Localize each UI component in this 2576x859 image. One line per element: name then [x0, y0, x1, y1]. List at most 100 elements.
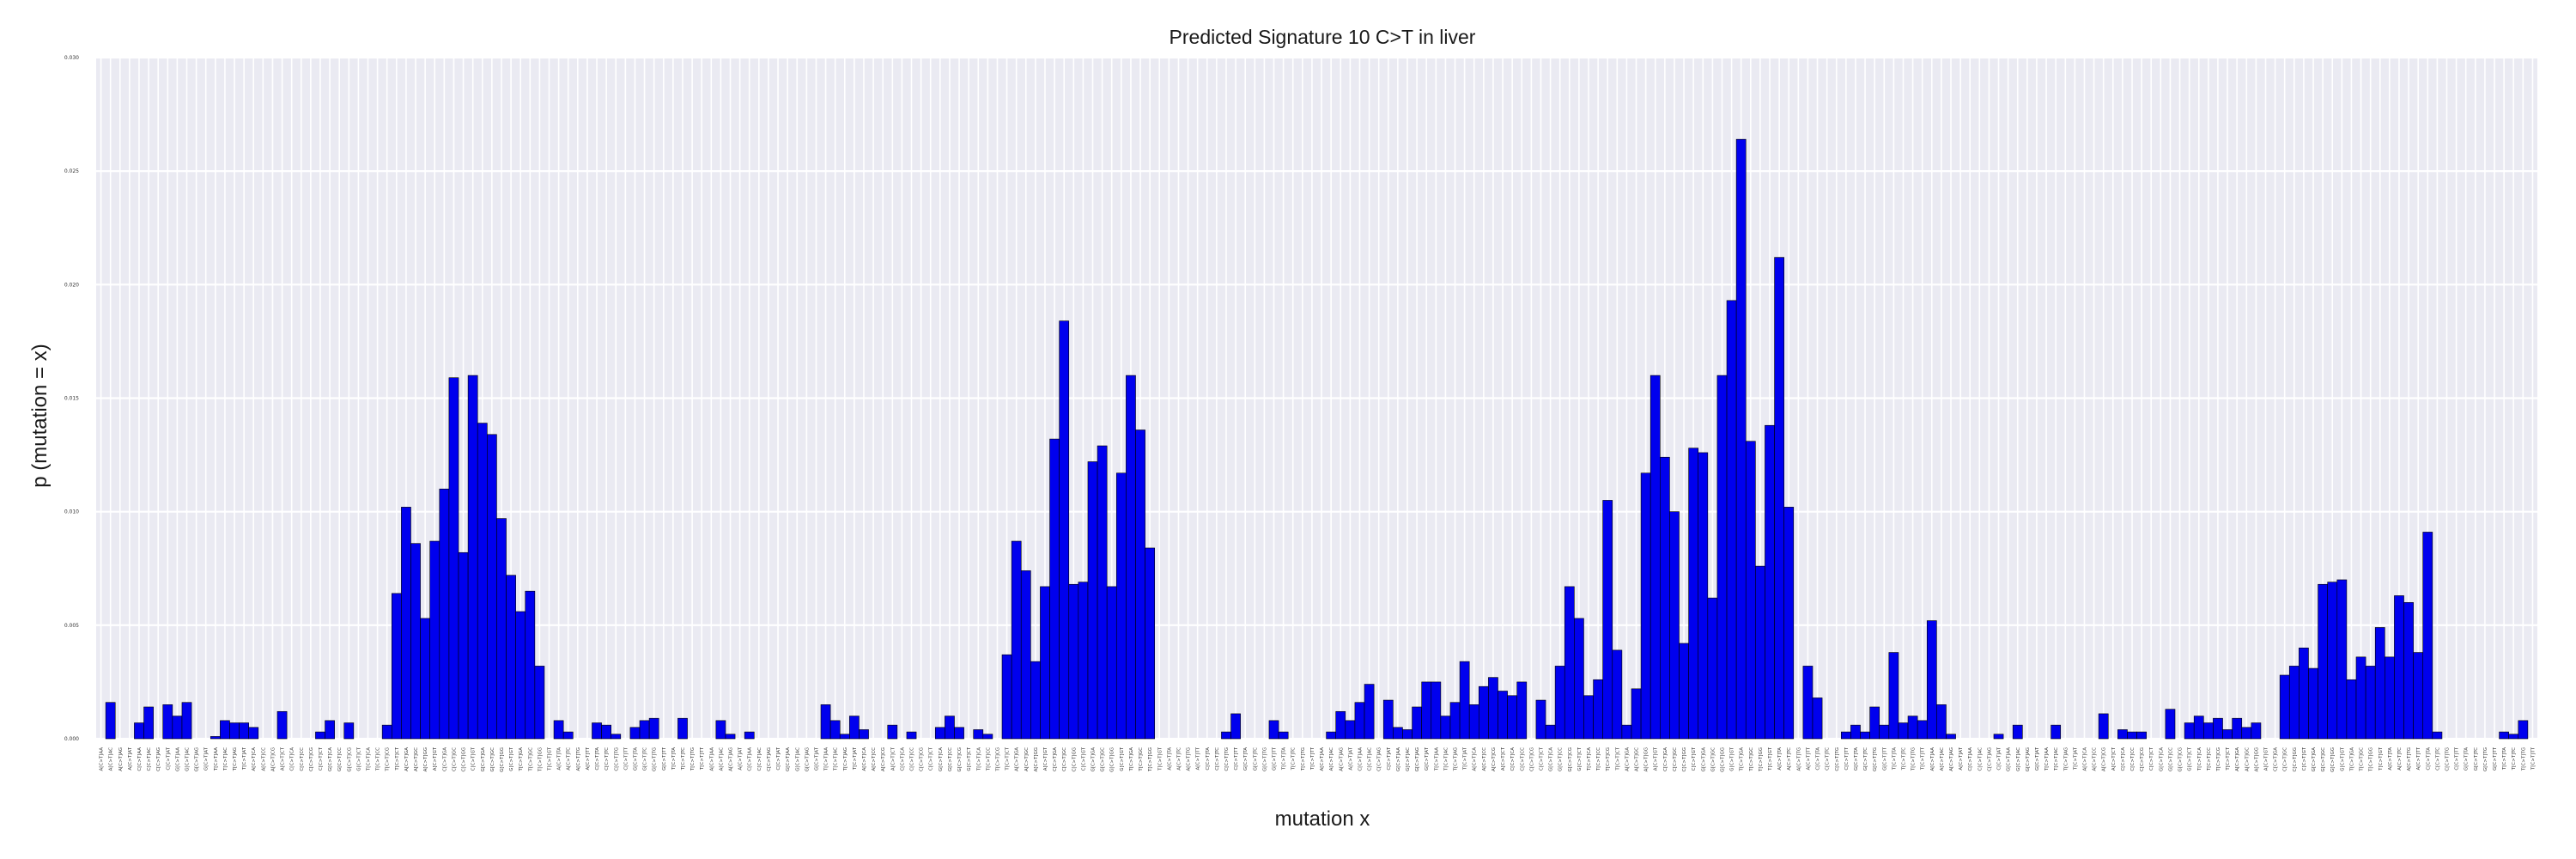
x-tick-label: A[C>T]TG	[576, 747, 581, 771]
bar	[181, 702, 192, 740]
x-tick-label: G[C>T]TT	[2493, 746, 2498, 771]
x-tick-label: A[C>T]GT	[2263, 746, 2269, 771]
x-tick-label: T[C>T]CC	[1596, 747, 1601, 771]
x-tick-label: G[C>T]AC	[1406, 747, 1411, 771]
bar	[506, 575, 516, 740]
bar	[439, 488, 450, 740]
bar	[315, 731, 325, 740]
bar	[1860, 731, 1870, 740]
x-tick-label: C[C>T]GG	[462, 747, 467, 771]
x-tick-label: T[C>T]AG	[1454, 747, 1459, 771]
x-tick-label: T[C>T]TG	[1911, 747, 1917, 771]
bar	[1488, 677, 1498, 740]
x-tick-label: T[C>T]GA	[2349, 747, 2354, 772]
x-tick-label: C[C>T]CC	[1520, 747, 1525, 771]
bar	[1449, 702, 1461, 740]
bar	[1059, 320, 1070, 740]
x-tick-label: T[C>T]GC	[1749, 747, 1754, 772]
x-tick-label: G[C>T]TA	[1243, 747, 1249, 771]
bar	[2299, 647, 2309, 740]
bar	[1917, 720, 1928, 740]
x-tick-label: C[C>T]CA	[900, 747, 905, 771]
x-tick-label: G[C>T]AT	[204, 746, 210, 771]
x-tick-label: G[C>T]GT	[509, 746, 514, 771]
bar	[448, 377, 459, 740]
bar	[562, 731, 574, 740]
x-tick-label: G[C>T]AG	[2026, 747, 2031, 771]
bar	[1993, 734, 2004, 740]
x-tick-label: G[C>T]GC	[490, 747, 495, 772]
x-tick-label: A[C>T]CC	[2093, 747, 2098, 771]
bar	[629, 727, 641, 740]
bar	[162, 704, 173, 740]
bar	[906, 731, 917, 740]
x-tick-label: C[C>T]TC	[1826, 747, 1831, 771]
x-tick-label: G[C>T]AA	[1396, 747, 1401, 771]
bar	[2117, 729, 2128, 740]
x-tick-label: C[C>T]CA	[1510, 747, 1516, 771]
x-tick-label: A[C>T]TT	[1806, 746, 1811, 770]
x-tick-label: C[C>T]AT	[776, 746, 781, 770]
x-tick-label: G[C>T]AC	[795, 747, 800, 771]
x-tick-label: G[C>T]CA	[328, 747, 333, 771]
bar	[2403, 602, 2414, 740]
x-tick-label: T[C>T]TT	[1310, 746, 1315, 771]
x-tick-label: A[C>T]AA	[1320, 747, 1325, 771]
x-tick-label: T[C>T]GG	[2369, 747, 2374, 772]
x-tick-label: C[C>T]GC	[2283, 747, 2288, 771]
y-tick-label: 0.015	[64, 396, 79, 402]
bar	[1850, 724, 1861, 740]
x-tick-label: A[C>T]CT	[890, 746, 896, 771]
bar	[325, 720, 335, 740]
x-tick-label: C[C>T]GA	[2274, 747, 2279, 771]
y-tick-label: 0.010	[64, 509, 79, 515]
x-tick-label: T[C>T]AC	[223, 747, 228, 771]
x-tick-label: A[C>T]GA	[2235, 747, 2240, 771]
x-tick-label: T[C>T]AT	[242, 746, 247, 771]
bar	[496, 518, 507, 740]
x-tick-label: C[C>T]TA	[2426, 747, 2431, 771]
bar	[677, 717, 688, 740]
bar	[1660, 456, 1670, 740]
bar	[1068, 583, 1079, 740]
x-tick-label: A[C>T]TA	[1777, 747, 1783, 771]
bar	[525, 590, 536, 740]
x-tick-label: T[C>T]GC	[2360, 747, 2365, 772]
bar	[420, 618, 430, 740]
bar	[1802, 666, 1814, 740]
bar	[715, 720, 726, 740]
x-tick-label: T[C>T]TC	[2512, 747, 2517, 771]
bar	[1907, 716, 1918, 740]
x-tick-label: C[C>T]AC	[757, 747, 762, 771]
x-tick-label: A[C>T]AT	[128, 746, 133, 770]
bar	[1726, 300, 1737, 740]
x-tick-label: G[C>T]GC	[1101, 747, 1106, 772]
x-tick-label: T[C>T]GG	[1148, 747, 1153, 772]
bar	[2288, 666, 2300, 740]
x-tick-label: A[C>T]AT	[1959, 746, 1964, 770]
bar	[2374, 627, 2385, 740]
x-tick-label: A[C>T]AA	[100, 747, 105, 771]
x-tick-label: G[C>T]GG	[500, 747, 505, 772]
x-tick-label: G[C>T]GC	[2321, 747, 2326, 772]
bar	[973, 729, 984, 740]
x-tick-label: C[C>T]AC	[1978, 747, 1983, 771]
x-tick-label: C[C>T]TG	[2445, 747, 2451, 771]
bar	[1145, 547, 1156, 740]
bar	[1612, 649, 1623, 740]
x-tick-label: G[C>T]AC	[185, 747, 191, 771]
x-tick-label: C[C>T]TT	[2455, 746, 2460, 770]
bar	[2422, 532, 2433, 740]
x-tick-label: A[C>T]GC	[414, 747, 419, 771]
bar	[467, 375, 478, 740]
x-tick-label: G[C>T]AG	[1415, 747, 1420, 771]
x-tick-label: C[C>T]GT	[1692, 746, 1697, 771]
x-tick-label: C[C>T]AA	[1968, 747, 1973, 771]
bar	[1946, 734, 1956, 740]
x-tick-label: G[C>T]GT	[2340, 746, 2345, 771]
bar	[982, 734, 993, 740]
x-tick-label: A[C>T]CG	[1492, 747, 1497, 771]
bar	[1326, 731, 1337, 740]
x-tick-label: A[C>T]AC	[719, 747, 724, 771]
x-tick-label: A[C>T]AG	[729, 747, 734, 771]
